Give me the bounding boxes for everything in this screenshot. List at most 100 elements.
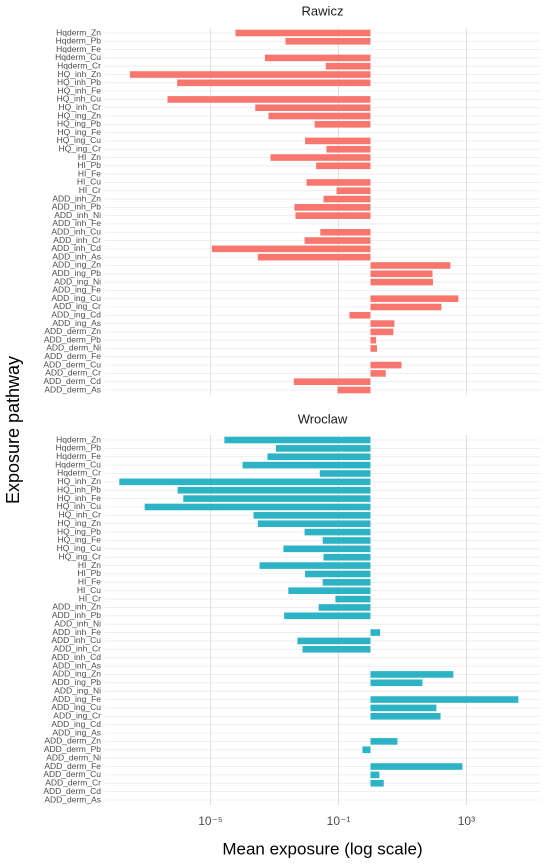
bar [242,461,371,469]
bar [177,486,371,494]
y-tick-label: HQ_inh_Zn [58,476,102,486]
bar [362,746,371,754]
bar [325,62,371,70]
y-tick-label: ADD_ing_Pb [52,677,101,687]
y-tick-label: ADD_ing_Cr [53,301,101,311]
y-tick-label: ADD_derm_Ni [46,343,101,353]
bar [323,553,371,561]
y-tick-label: HI_Fe [78,577,101,587]
y-tick-label: ADD_inh_Pb [52,610,101,620]
bar [323,195,371,203]
bar [370,679,423,687]
y-tick-label: ADD_inh_Cu [51,227,101,237]
y-tick-label: ADD_derm_Cr [45,778,101,788]
y-tick-label: HQ_inh_Cu [57,94,102,104]
y-tick-label: HQ_ing_Zn [58,518,102,528]
bar [370,320,395,327]
bar [293,378,371,385]
bar [319,470,371,477]
bar [235,29,371,37]
bar [370,345,377,352]
bar [255,104,371,112]
bar [370,738,398,745]
y-tick-label: HQ_ing_Zn [58,110,102,120]
y-tick-label: Hqderm_Cr [57,468,101,478]
y-tick-label: Hqderm_Cu [55,459,101,469]
y-tick-label: ADD_ing_Cd [51,310,101,320]
bar [177,79,371,87]
y-tick-label: HQ_ing_Fe [58,127,102,137]
bar [370,696,519,703]
bar [370,295,459,302]
y-tick-label: HI_Cu [77,177,101,187]
bar [320,228,371,236]
y-tick-label: HQ_ing_Pb [57,119,101,129]
y-tick-label: Hqderm_Cu [55,52,101,62]
bar [370,779,384,787]
bar [316,162,371,170]
bar [370,361,402,369]
y-tick-label: ADD_inh_Cu [51,635,101,645]
bar [285,38,371,45]
y-tick-label: HQ_ing_Fe [58,535,102,545]
y-tick-label: HI_Cu [77,585,101,595]
y-tick-label: HQ_ing_Cr [58,551,101,561]
bar [224,436,371,444]
y-tick-label: ADD_ing_Zn [52,669,101,679]
bar [295,212,371,219]
bar [335,595,371,603]
bar [183,495,371,502]
bar [336,187,371,195]
bar [326,145,371,153]
y-tick-label: ADD_inh_Cd [51,243,101,253]
y-tick-label: HI_Zn [78,560,101,570]
bar [297,637,371,645]
bar [283,545,371,553]
y-tick-label: HQ_ing_Cu [57,135,102,145]
y-tick-label: HQ_ing_Pb [57,526,101,536]
bar [370,262,451,269]
y-tick-label: ADD_ing_As [52,727,101,737]
y-tick-label: ADD_ing_Zn [52,260,101,270]
y-tick-label: ADD_ing_Fe [52,694,101,704]
bar [275,445,371,452]
bar [288,587,371,594]
bar [167,96,371,103]
bar [304,237,371,244]
bar [305,570,371,578]
bar [129,71,371,78]
y-tick-label: ADD_derm_Cu [43,359,101,369]
y-tick-label: ADD_ing_Cu [51,293,101,303]
bar [257,253,371,261]
y-tick-label: ADD_ing_Ni [54,685,101,695]
y-tick-label: ADD_inh_Zn [52,193,101,203]
y-tick-label: ADD_inh_As [52,251,101,261]
y-tick-label: ADD_derm_Zn [44,326,101,336]
y-tick-label: ADD_derm_As [44,794,101,804]
bar [302,646,371,653]
bar [267,453,371,461]
y-tick-label: Hqderm_Zn [56,27,101,37]
y-tick-label: ADD_ing_Cu [51,702,101,712]
bar [119,478,371,486]
x-tick-label: 10⁻¹ [327,814,351,828]
y-tick-label: ADD_ing_Pb [52,268,101,278]
y-tick-label: ADD_ing_As [52,318,101,328]
x-tick-label: 10⁻⁵ [198,814,223,828]
y-tick-label: ADD_derm_Cd [43,786,101,796]
bar [257,520,371,528]
y-tick-label: Hqderm_Pb [56,36,102,46]
y-tick-label: ADD_inh_Zn [52,602,101,612]
y-tick-label: HQ_inh_Cr [58,510,101,520]
bar [253,512,371,519]
y-tick-label: HQ_inh_Pb [57,77,101,87]
y-tick-label: ADD_derm_Cu [43,769,101,779]
y-tick-label: HQ_inh_Zn [58,69,102,79]
y-tick-label: ADD_inh_Pb [52,202,101,212]
bar [370,303,442,311]
y-tick-label: HQ_inh_Cr [58,102,101,112]
y-tick-label: ADD_ing_Fe [52,285,101,295]
y-tick-label: ADD_inh_Cr [53,235,101,245]
y-tick-label: HI_Cr [79,185,101,195]
bar [370,671,454,678]
